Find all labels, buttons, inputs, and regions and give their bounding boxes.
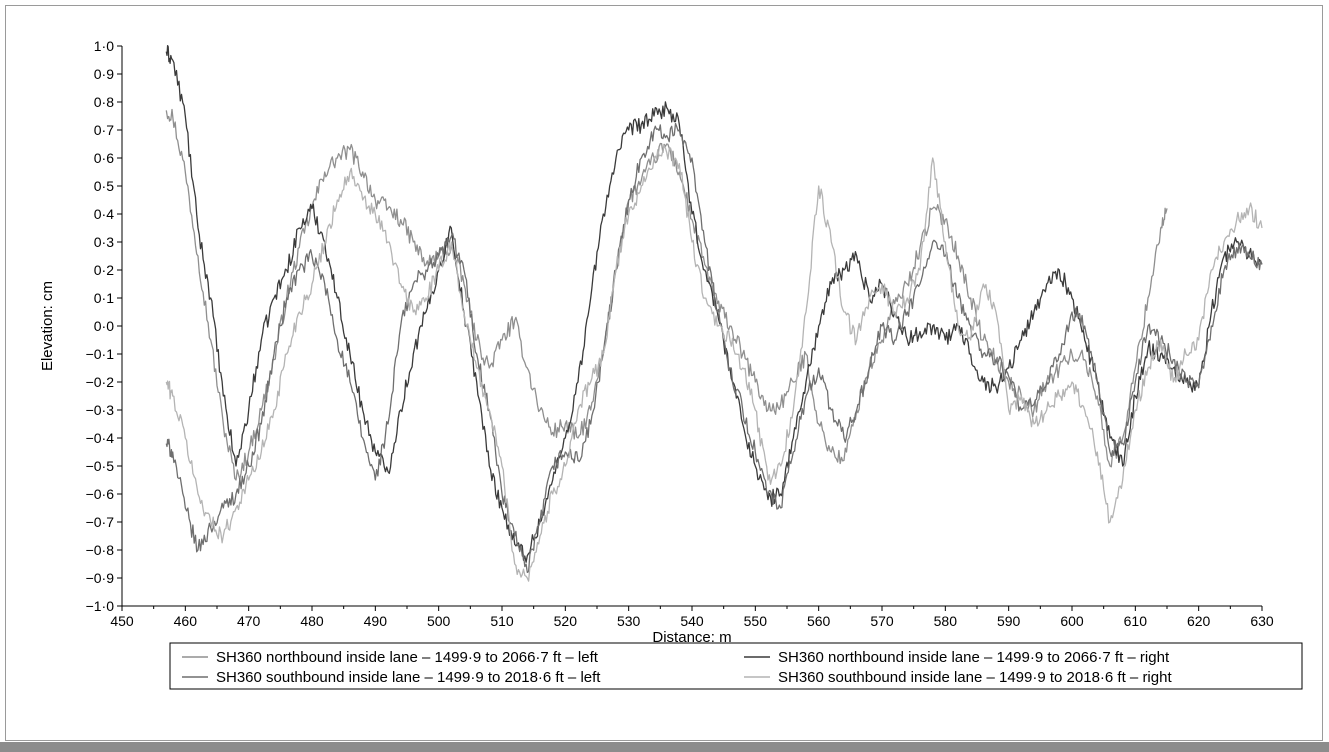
legend: SH360 northbound inside lane – 1499·9 to…: [169, 642, 1303, 690]
y-tick-label: 0·9: [94, 66, 114, 82]
y-tick-label: 0·0: [94, 318, 114, 334]
y-tick-label: 0·2: [94, 262, 114, 278]
y-tick-label: −0·4: [86, 430, 115, 446]
series-line-1: [165, 108, 1168, 481]
x-tick-label: 450: [110, 613, 134, 629]
x-tick-label: 490: [364, 613, 388, 629]
chart-frame: [5, 5, 1323, 741]
x-tick-label: 520: [554, 613, 578, 629]
y-tick-label: −0·7: [86, 514, 115, 530]
y-tick-label: 0·3: [94, 234, 114, 250]
y-axis-title: Elevation: cm: [39, 281, 56, 371]
legend-label: SH360 northbound inside lane – 1499·9 to…: [216, 649, 599, 666]
y-tick-label: 0·5: [94, 178, 114, 194]
x-tick-label: 470: [237, 613, 261, 629]
x-tick-label: 580: [934, 613, 958, 629]
legend-label: SH360 northbound inside lane – 1499·9 to…: [778, 649, 1170, 666]
x-tick-label: 620: [1187, 613, 1211, 629]
x-tick-label: 500: [427, 613, 451, 629]
series-layer: [165, 44, 1263, 582]
x-tick-label: 510: [490, 613, 514, 629]
y-tick-label: −0·2: [86, 374, 115, 390]
y-tick-label: −0·1: [86, 346, 115, 362]
y-tick-label: −1·0: [86, 598, 115, 614]
y-tick-label: 0·8: [94, 94, 114, 110]
y-tick-label: 1·0: [94, 38, 114, 54]
series-line-2: [165, 44, 1263, 563]
y-tick-label: 0·1: [94, 290, 114, 306]
x-tick-label: 530: [617, 613, 641, 629]
series-line-4: [165, 145, 1263, 582]
series-line-3: [165, 122, 1263, 574]
x-tick-label: 480: [300, 613, 324, 629]
x-tick-label: 600: [1060, 613, 1084, 629]
legend-label: SH360 southbound inside lane – 1499·9 to…: [216, 669, 601, 686]
x-tick-label: 630: [1250, 613, 1274, 629]
x-tick-label: 610: [1124, 613, 1148, 629]
bottom-bar: [0, 742, 1329, 752]
y-tick-label: −0·3: [86, 402, 115, 418]
x-tick-label: 590: [997, 613, 1021, 629]
x-axis-title: Distance: m: [652, 629, 731, 646]
legend-box: [169, 642, 1303, 690]
y-tick-label: 0·7: [94, 122, 114, 138]
x-tick-label: 570: [870, 613, 894, 629]
x-axis-ticks: 450 460 470 480 490 500 510 520 530 540 550 560 570 5…: [110, 606, 1274, 629]
y-tick-label: −0·5: [86, 458, 115, 474]
y-tick-label: 0·4: [94, 206, 114, 222]
legend-label: SH360 southbound inside lane – 1499·9 to…: [778, 669, 1172, 686]
x-tick-label: 560: [807, 613, 831, 629]
x-tick-label: 550: [744, 613, 768, 629]
x-tick-label: 460: [174, 613, 198, 629]
y-axis-ticks: 1·0 0·9 0·8 0·7 0·6 0·5 0·4 0·3 0·2 0·1 0·0 −0·1 −0·…: [86, 38, 122, 614]
y-tick-label: −0·6: [86, 486, 115, 502]
y-tick-label: 0·6: [94, 150, 114, 166]
y-tick-label: −0·9: [86, 570, 115, 586]
x-tick-label: 540: [680, 613, 704, 629]
y-tick-label: −0·8: [86, 542, 115, 558]
axes: [121, 46, 1262, 607]
